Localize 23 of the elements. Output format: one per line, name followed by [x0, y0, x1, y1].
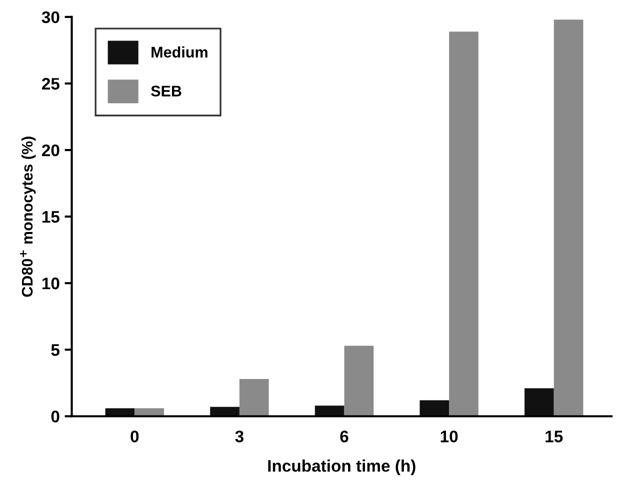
bar [420, 400, 450, 416]
x-tick-label: 6 [340, 430, 348, 442]
y-tick-label: 15 [42, 211, 60, 223]
y-tick-label: 0 [51, 410, 60, 422]
y-tick-label: 10 [42, 278, 60, 290]
bar [239, 378, 269, 416]
y-tick-label: 20 [42, 144, 60, 156]
x-tick-label: 3 [235, 430, 244, 442]
x-tick-label: 15 [546, 430, 563, 442]
y-tick-label: 5 [51, 344, 60, 356]
legend-label: Medium [152, 46, 208, 58]
x-tick-label: 0 [130, 430, 139, 442]
y-tick-label: 30 [42, 11, 60, 24]
x-tick-label: 10 [440, 430, 458, 442]
y-tick-label: 25 [42, 78, 60, 90]
legend-label: SEB [151, 86, 182, 96]
bar [449, 32, 478, 416]
bar [524, 388, 554, 416]
y-axis-title: CD80$^{+}$ monocytes (%) [20, 136, 36, 297]
x-axis-title: Incubation time (h) [268, 460, 416, 476]
bar [554, 20, 584, 416]
bar [314, 406, 344, 416]
bar [344, 346, 374, 416]
